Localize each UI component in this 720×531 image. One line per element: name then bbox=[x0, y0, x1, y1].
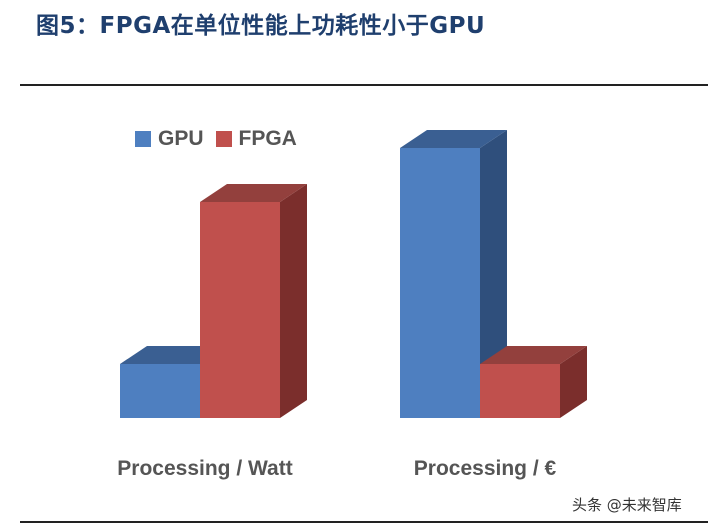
bar-group-processing-per-watt: Processing / Watt bbox=[117, 184, 307, 480]
bar-top-face bbox=[200, 184, 307, 202]
bar-front-face bbox=[480, 364, 560, 418]
category-label-processing-per-watt: Processing / Watt bbox=[117, 457, 292, 480]
bar-side-face bbox=[480, 130, 507, 418]
bar-group-processing-per-euro: Processing / € bbox=[400, 130, 587, 480]
chart-legend: GPU FPGA bbox=[135, 127, 309, 151]
bar-front-face bbox=[200, 202, 280, 418]
legend-label-fpga: FPGA bbox=[238, 127, 297, 150]
bar-fpga-processing-per-euro bbox=[480, 346, 587, 418]
legend-item-fpga: FPGA bbox=[215, 127, 297, 151]
top-rule bbox=[20, 84, 708, 86]
bar-front-face bbox=[400, 148, 480, 418]
legend-swatch-gpu bbox=[135, 131, 151, 147]
bar-top-face bbox=[400, 130, 507, 148]
bar-fpga-processing-per-watt bbox=[200, 184, 307, 418]
bottom-rule bbox=[20, 521, 708, 523]
figure-title: 图5：FPGA在单位性能上功耗性小于GPU bbox=[36, 13, 486, 39]
bar-top-face bbox=[480, 346, 587, 364]
category-label-processing-per-euro: Processing / € bbox=[414, 457, 557, 480]
bar-front-face bbox=[120, 364, 200, 418]
legend-item-gpu: GPU bbox=[135, 127, 204, 151]
bar-gpu-processing-per-euro bbox=[400, 130, 507, 418]
legend-label-gpu: GPU bbox=[158, 127, 204, 150]
bar-side-face bbox=[280, 184, 307, 418]
bar-side-face bbox=[560, 346, 587, 418]
legend-swatch-fpga bbox=[215, 131, 232, 147]
watermark: 头条 @未来智库 bbox=[572, 496, 682, 514]
